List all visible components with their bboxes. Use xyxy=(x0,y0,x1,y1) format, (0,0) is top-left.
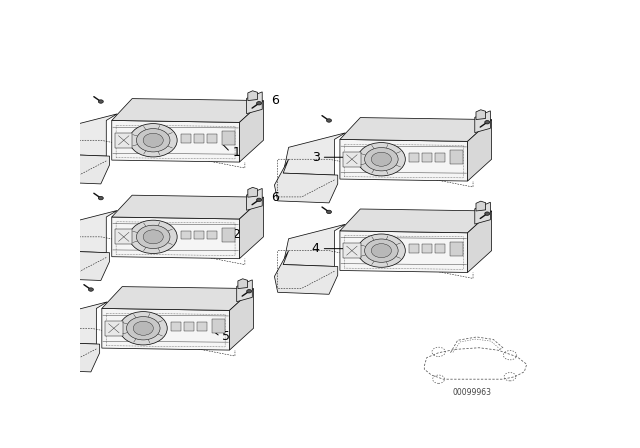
Circle shape xyxy=(326,210,332,214)
Polygon shape xyxy=(468,120,492,181)
Bar xyxy=(450,151,463,164)
Text: 6: 6 xyxy=(271,191,279,204)
Polygon shape xyxy=(239,197,264,258)
Circle shape xyxy=(127,317,160,340)
Bar xyxy=(343,152,360,167)
Polygon shape xyxy=(475,202,490,224)
Polygon shape xyxy=(283,133,346,175)
Polygon shape xyxy=(112,195,264,219)
Polygon shape xyxy=(340,117,492,142)
Polygon shape xyxy=(476,110,486,120)
Circle shape xyxy=(365,239,398,263)
Polygon shape xyxy=(46,237,109,280)
Bar xyxy=(105,321,122,336)
Polygon shape xyxy=(248,187,257,197)
Bar xyxy=(422,244,432,253)
Circle shape xyxy=(99,100,103,103)
Bar xyxy=(422,153,432,162)
Polygon shape xyxy=(340,209,492,233)
Circle shape xyxy=(371,152,392,166)
Circle shape xyxy=(371,244,392,258)
Circle shape xyxy=(357,142,405,176)
Bar xyxy=(207,231,217,239)
Circle shape xyxy=(484,212,490,215)
Circle shape xyxy=(99,196,103,200)
Polygon shape xyxy=(102,287,253,310)
Text: 6: 6 xyxy=(271,95,279,108)
Circle shape xyxy=(143,133,163,147)
Polygon shape xyxy=(248,91,257,101)
Bar xyxy=(115,133,132,148)
Bar xyxy=(435,244,445,253)
Circle shape xyxy=(257,102,262,105)
Polygon shape xyxy=(283,224,346,267)
Text: 3: 3 xyxy=(312,151,319,164)
Text: 2: 2 xyxy=(232,228,240,241)
Circle shape xyxy=(136,129,170,152)
Bar xyxy=(450,242,463,256)
Polygon shape xyxy=(475,111,490,133)
Circle shape xyxy=(136,225,170,249)
Polygon shape xyxy=(237,280,252,302)
Bar xyxy=(212,319,225,333)
Polygon shape xyxy=(230,289,253,350)
Circle shape xyxy=(119,312,167,345)
Text: 4: 4 xyxy=(312,242,319,255)
Circle shape xyxy=(257,198,262,202)
Text: 1: 1 xyxy=(232,146,240,159)
Polygon shape xyxy=(340,231,468,272)
Polygon shape xyxy=(340,139,468,181)
Polygon shape xyxy=(468,211,492,272)
Bar xyxy=(409,153,419,162)
Polygon shape xyxy=(112,217,239,258)
Bar xyxy=(180,231,191,239)
Text: 5: 5 xyxy=(222,330,230,343)
Bar xyxy=(222,228,235,242)
Polygon shape xyxy=(45,302,108,344)
Circle shape xyxy=(365,147,398,171)
Circle shape xyxy=(129,124,177,157)
Circle shape xyxy=(129,220,177,254)
Bar xyxy=(180,134,191,142)
Polygon shape xyxy=(275,159,338,203)
Polygon shape xyxy=(36,328,100,372)
Bar xyxy=(115,229,132,245)
Circle shape xyxy=(133,321,154,335)
Bar xyxy=(184,322,194,331)
Circle shape xyxy=(143,230,163,244)
Text: 00099963: 00099963 xyxy=(452,388,492,397)
Circle shape xyxy=(88,288,93,291)
Polygon shape xyxy=(246,92,262,114)
Polygon shape xyxy=(55,211,117,253)
Bar xyxy=(171,322,180,331)
Bar xyxy=(343,243,360,258)
Polygon shape xyxy=(112,121,239,162)
Circle shape xyxy=(326,119,332,122)
Circle shape xyxy=(357,234,405,267)
Polygon shape xyxy=(275,250,338,294)
Bar xyxy=(194,134,204,142)
Polygon shape xyxy=(239,101,264,162)
Polygon shape xyxy=(238,279,248,289)
Polygon shape xyxy=(102,308,230,350)
Bar xyxy=(197,322,207,331)
Polygon shape xyxy=(55,114,117,156)
Bar xyxy=(222,131,235,145)
Bar xyxy=(194,231,204,239)
Circle shape xyxy=(246,289,252,293)
Polygon shape xyxy=(476,201,486,211)
Bar xyxy=(207,134,217,142)
Bar xyxy=(409,244,419,253)
Circle shape xyxy=(484,121,490,124)
Bar xyxy=(435,153,445,162)
Polygon shape xyxy=(246,189,262,210)
Polygon shape xyxy=(112,99,264,122)
Polygon shape xyxy=(46,140,109,184)
